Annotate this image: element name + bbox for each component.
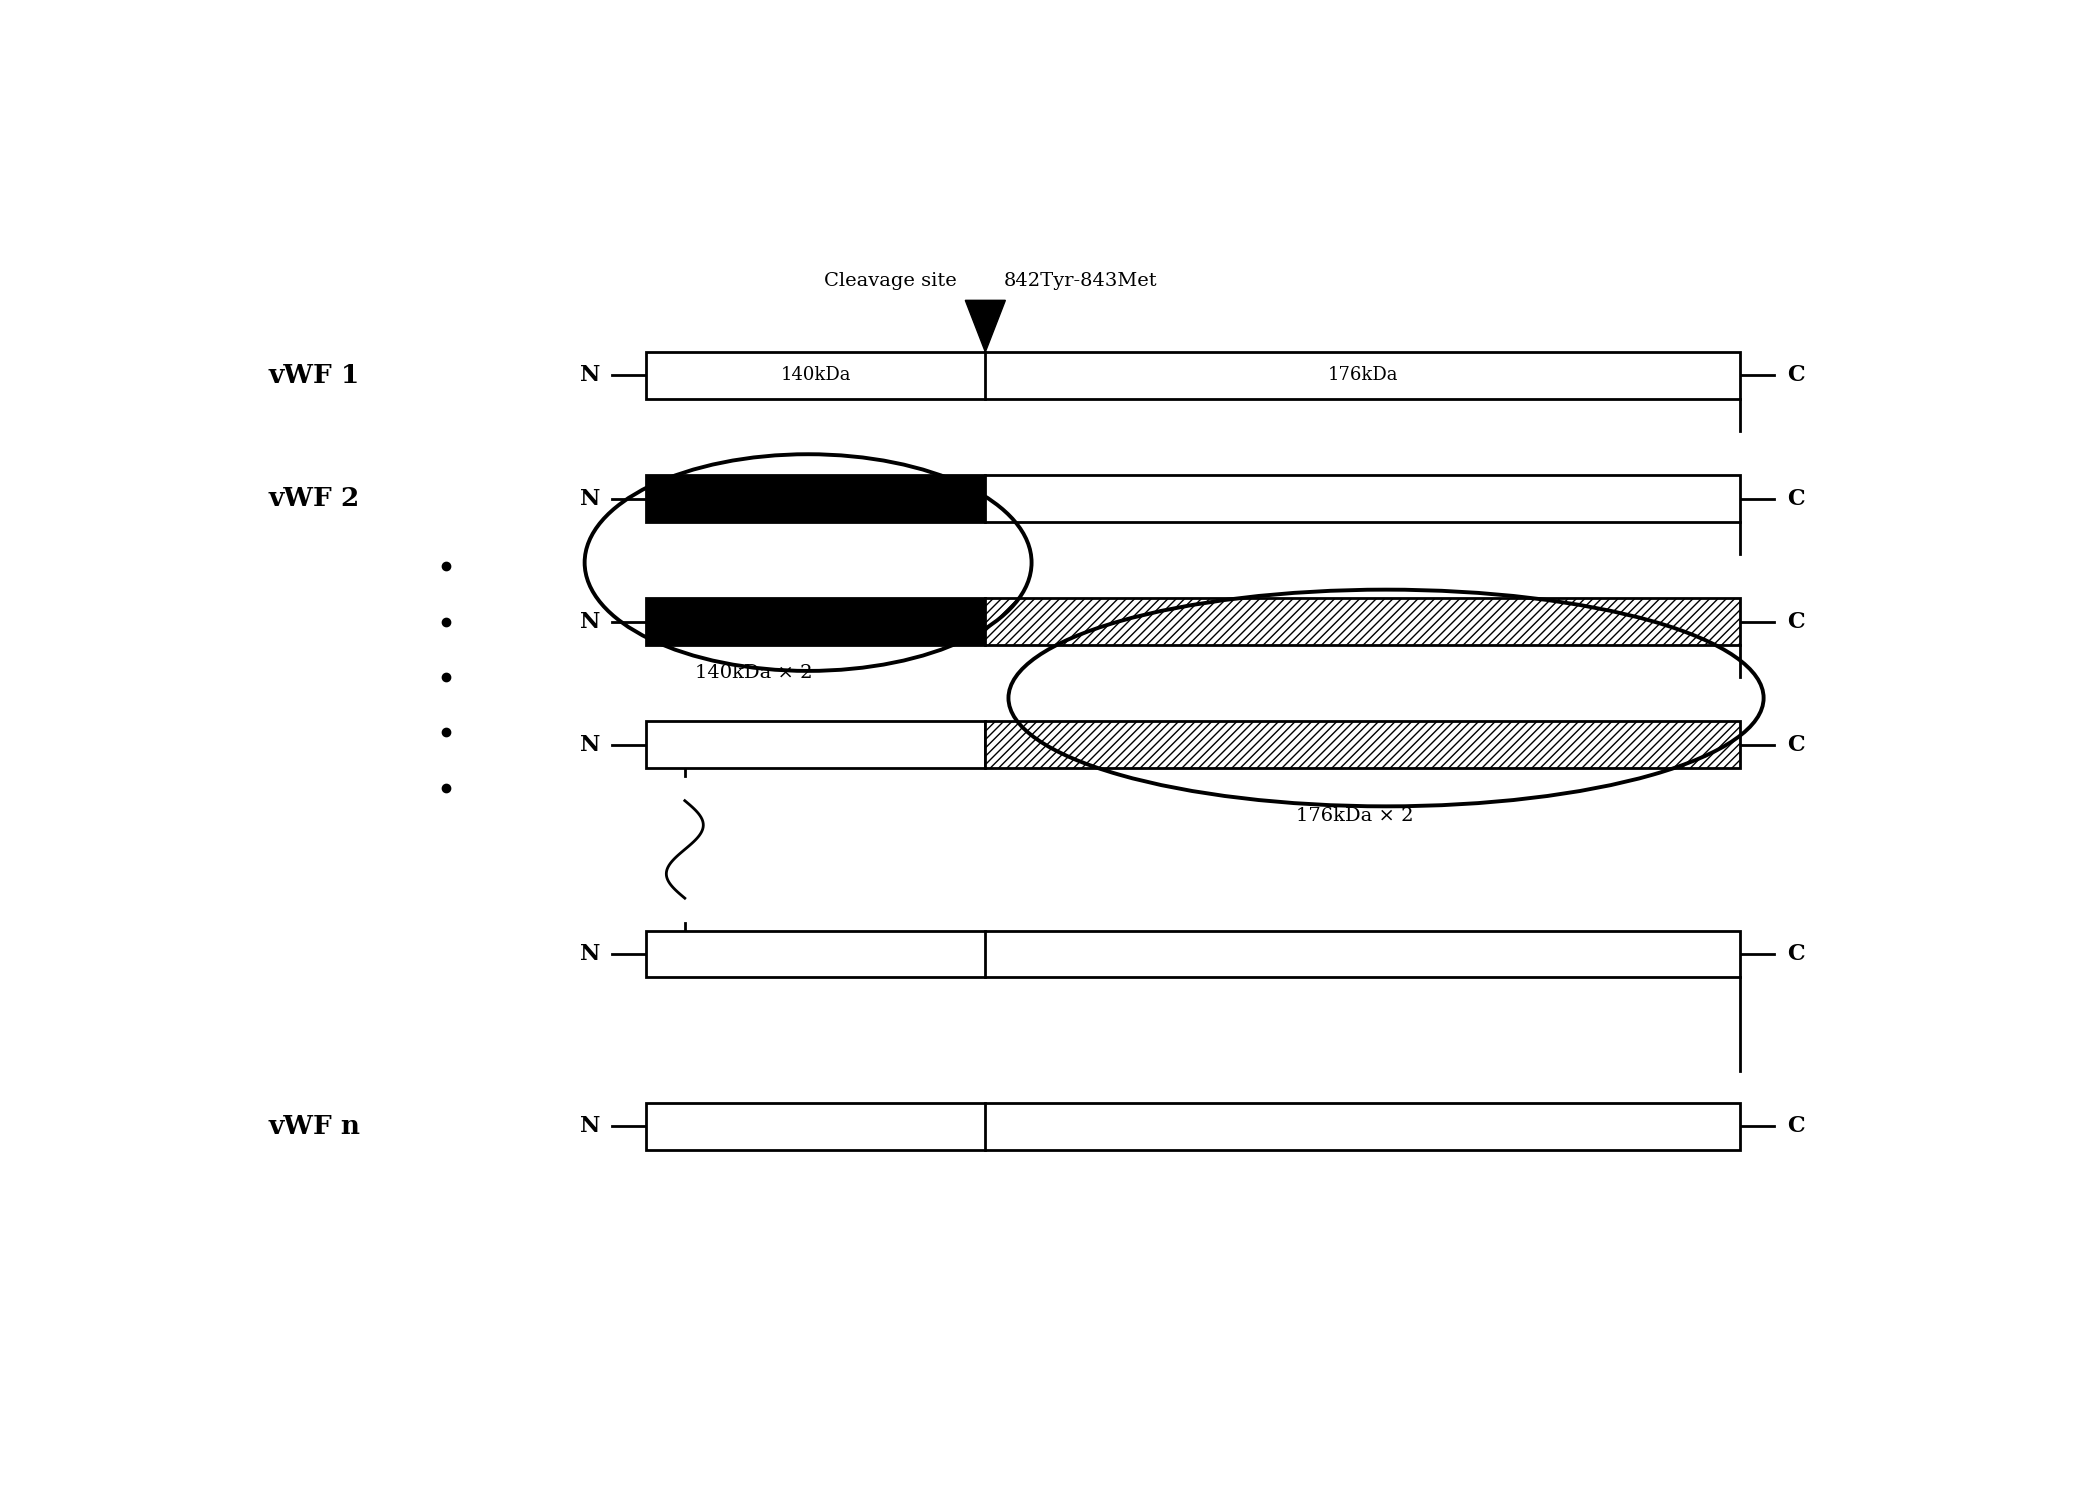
Text: C: C — [1787, 943, 1804, 965]
Bar — [647, 721, 986, 769]
Text: 176kDa × 2: 176kDa × 2 — [1297, 807, 1414, 825]
Bar — [647, 352, 1741, 399]
Text: vWF n: vWF n — [269, 1114, 361, 1139]
Bar — [647, 1103, 1741, 1149]
Text: C: C — [1787, 1115, 1804, 1138]
Text: vWF 1: vWF 1 — [269, 363, 359, 388]
Text: 176kDa: 176kDa — [1328, 366, 1399, 385]
Text: Cleavage site: Cleavage site — [823, 272, 956, 290]
Text: N: N — [580, 488, 599, 510]
Polygon shape — [965, 300, 1004, 352]
Text: C: C — [1787, 364, 1804, 387]
Bar — [986, 721, 1741, 769]
Bar — [647, 931, 1741, 977]
Text: 842Tyr-843Met: 842Tyr-843Met — [1004, 272, 1157, 290]
Text: N: N — [580, 611, 599, 632]
Text: 140kDa × 2: 140kDa × 2 — [695, 665, 812, 683]
Bar — [986, 476, 1741, 522]
Text: N: N — [580, 943, 599, 965]
Text: N: N — [580, 1115, 599, 1138]
Text: 140kDa: 140kDa — [781, 366, 852, 385]
Bar — [986, 598, 1741, 645]
Text: C: C — [1787, 733, 1804, 755]
Text: C: C — [1787, 488, 1804, 510]
Text: C: C — [1787, 611, 1804, 632]
Bar — [647, 476, 986, 522]
Text: N: N — [580, 733, 599, 755]
Bar — [647, 598, 986, 645]
Text: vWF 2: vWF 2 — [269, 486, 359, 512]
Text: N: N — [580, 364, 599, 387]
